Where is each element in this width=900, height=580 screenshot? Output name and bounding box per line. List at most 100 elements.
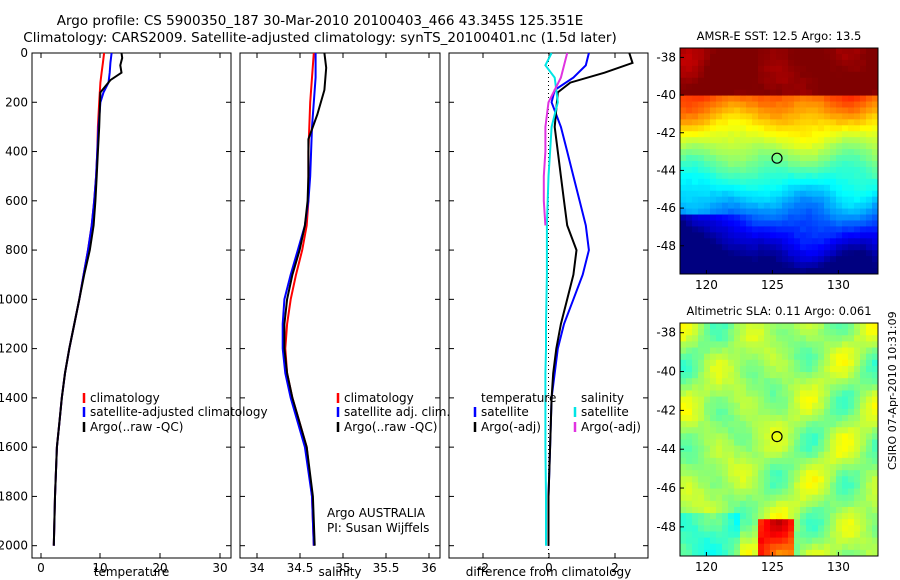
- heatmap-cell: [788, 537, 795, 545]
- heatmap-cell: [818, 119, 825, 126]
- heatmap-cell: [692, 190, 699, 198]
- heatmap-cell: [824, 500, 831, 508]
- heatmap-cell: [680, 506, 687, 514]
- heatmap-cell: [866, 137, 873, 144]
- heatmap-cell: [746, 396, 753, 404]
- heatmap-cell: [752, 119, 759, 126]
- heatmap-cell: [860, 359, 867, 367]
- heatmap-cell: [788, 101, 795, 109]
- heatmap-cell: [794, 335, 801, 342]
- heatmap-cell: [770, 83, 777, 91]
- heatmap-cell: [860, 178, 867, 186]
- heatmap-cell: [854, 470, 861, 477]
- heatmap-cell: [782, 250, 789, 257]
- heatmap-cell: [704, 53, 711, 61]
- argo-float-marker: [771, 152, 783, 164]
- heatmap-cell: [812, 488, 819, 496]
- heatmap-cell: [860, 323, 867, 330]
- heatmap-cell: [770, 65, 777, 73]
- y-tick-label: 2000: [0, 539, 28, 553]
- heatmap-cell: [842, 470, 849, 477]
- heatmap-cell: [824, 190, 831, 198]
- heatmap-cell: [686, 268, 693, 274]
- heatmap-cell: [680, 89, 687, 97]
- heatmap-cell: [710, 488, 717, 496]
- heatmap-cell: [866, 53, 873, 61]
- heatmap-cell: [716, 250, 723, 257]
- heatmap-cell: [692, 335, 699, 342]
- heatmap-cell: [854, 190, 861, 198]
- heatmap-cell: [866, 359, 873, 367]
- heatmap-cell: [788, 59, 795, 67]
- heatmap-cell: [794, 244, 801, 251]
- heatmap-cell: [740, 149, 747, 156]
- heatmap-cell: [770, 53, 777, 61]
- heatmap-cell: [854, 161, 861, 168]
- heatmap-cell: [764, 202, 771, 210]
- heatmap-cell: [806, 427, 813, 434]
- heatmap-cell: [830, 347, 837, 355]
- heatmap-cell: [698, 83, 705, 91]
- heatmap-cell: [860, 519, 867, 526]
- heatmap-cell: [836, 414, 843, 422]
- heatmap-cell: [782, 439, 789, 447]
- heatmap-cell: [758, 365, 765, 373]
- heatmap-cell: [788, 172, 795, 180]
- heatmap-cell: [842, 421, 849, 428]
- heatmap-cell: [842, 408, 849, 416]
- heatmap-cell: [782, 178, 789, 186]
- heatmap-cell: [812, 190, 819, 198]
- heatmap-cell: [752, 396, 759, 404]
- heatmap-cell: [866, 83, 873, 91]
- heatmap-cell: [680, 482, 687, 490]
- heatmap-cell: [728, 549, 735, 556]
- heatmap-cell: [836, 543, 843, 551]
- heatmap-cell: [836, 451, 843, 459]
- heatmap-cell: [704, 513, 711, 520]
- heatmap-cell: [806, 464, 813, 471]
- heatmap-cell: [704, 244, 711, 251]
- heatmap-cell: [716, 238, 723, 245]
- heatmap-cell: [698, 166, 705, 174]
- heatmap-cell: [800, 549, 807, 556]
- heatmap-cell: [704, 172, 711, 180]
- y-tick-label: 1800: [0, 489, 28, 503]
- heatmap-cell: [866, 365, 873, 373]
- heatmap-cell: [764, 549, 771, 556]
- heatmap-cell: [686, 439, 693, 447]
- heatmap-cell: [686, 262, 693, 269]
- heatmap-cell: [710, 131, 717, 138]
- heatmap-cell: [680, 372, 687, 379]
- heatmap-cell: [812, 71, 819, 79]
- heatmap-cell: [848, 390, 855, 398]
- heatmap-cell: [872, 476, 878, 484]
- heatmap-cell: [842, 101, 849, 109]
- heatmap-cell: [764, 101, 771, 109]
- heatmap-cell: [758, 427, 765, 434]
- heatmap-cell: [842, 214, 849, 222]
- heatmap-cell: [746, 500, 753, 508]
- heatmap-cell: [860, 107, 867, 115]
- heatmap-cell: [770, 378, 777, 385]
- heatmap-cell: [866, 155, 873, 162]
- heatmap-cell: [854, 244, 861, 251]
- heatmap-cell: [710, 65, 717, 73]
- heatmap-cell: [758, 83, 765, 91]
- heatmap-cell: [752, 445, 759, 453]
- heatmap-cell: [770, 439, 777, 447]
- heatmap-cell: [728, 513, 735, 520]
- heatmap-cell: [728, 155, 735, 162]
- heatmap-cell: [830, 445, 837, 453]
- heatmap-cell: [692, 500, 699, 508]
- heatmap-cell: [740, 543, 747, 551]
- heatmap-cell: [740, 214, 747, 222]
- heatmap-cell: [800, 531, 807, 539]
- heatmap-cell: [752, 131, 759, 138]
- heatmap-cell: [710, 172, 717, 180]
- heatmap-cell: [836, 48, 843, 55]
- heatmap-cell: [716, 125, 723, 132]
- heatmap-cell: [764, 390, 771, 398]
- heatmap-cell: [836, 77, 843, 85]
- heatmap-cell: [788, 427, 795, 434]
- heatmap-cell: [866, 244, 873, 251]
